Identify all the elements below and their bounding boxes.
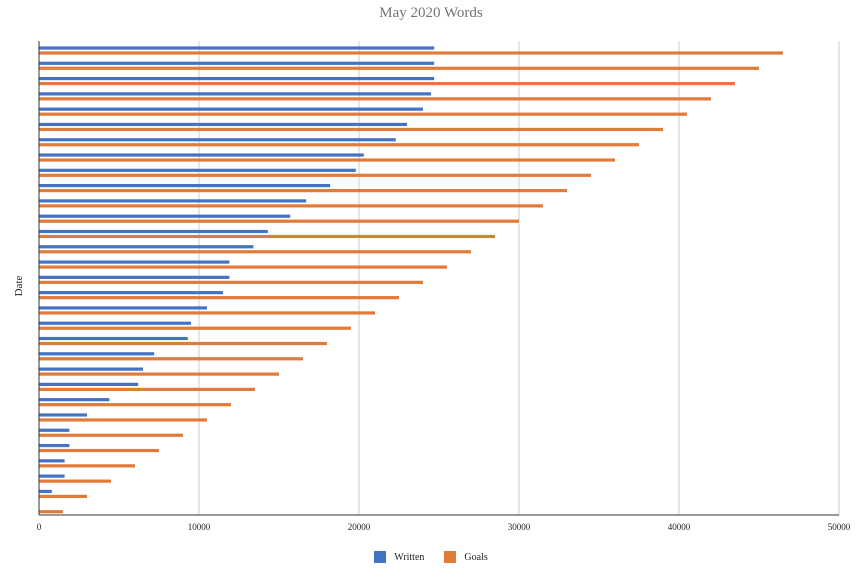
bar-written-8 [39, 168, 356, 172]
bar-goals-14 [39, 265, 447, 269]
bar-written-28 [39, 474, 65, 478]
bar-written-29 [39, 489, 52, 494]
bar-written-14 [39, 260, 230, 264]
bar-goals-1 [39, 66, 759, 70]
bar-written-27 [39, 459, 65, 463]
x-tick-label-20000: 20000 [348, 522, 371, 532]
x-tick-label-0: 0 [37, 522, 42, 532]
bar-written-19 [39, 336, 188, 341]
bar-written-17 [39, 306, 207, 310]
bar-written-12 [39, 229, 268, 234]
bar-goals-11 [39, 219, 519, 223]
x-tick-label-40000: 40000 [668, 522, 691, 532]
bar-goals-8 [39, 173, 591, 177]
legend: Written Goals [0, 551, 862, 563]
x-tick-label-30000: 30000 [508, 522, 531, 532]
legend-label-goals: Goals [464, 551, 488, 563]
bar-goals-21 [39, 372, 279, 376]
bar-goals-0 [39, 51, 783, 55]
legend-item-goals: Goals [444, 551, 488, 563]
bar-goals-2 [39, 81, 735, 86]
legend-label-written: Written [394, 551, 425, 563]
bar-written-20 [39, 352, 155, 356]
bar-goals-3 [39, 97, 711, 101]
legend-swatch-goals [444, 551, 457, 563]
bar-goals-27 [39, 464, 135, 468]
bar-written-2 [39, 76, 435, 81]
bar-goals-23 [39, 403, 231, 407]
bar-written-15 [39, 275, 230, 279]
bar-goals-20 [39, 357, 303, 361]
bar-written-16 [39, 291, 223, 295]
bar-written-3 [39, 92, 431, 96]
chart-title: May 2020 Words [379, 5, 483, 21]
bar-goals-15 [39, 280, 423, 284]
bar-written-13 [39, 245, 254, 249]
bar-written-26 [39, 443, 70, 448]
bar-goals-6 [39, 143, 639, 147]
bar-written-22 [39, 382, 139, 386]
bar-goals-16 [39, 296, 399, 300]
bar-goals-17 [39, 311, 375, 315]
bar-written-24 [39, 413, 87, 417]
bar-written-6 [39, 138, 396, 142]
bar-goals-30 [39, 510, 63, 514]
bar-goals-24 [39, 418, 207, 422]
bar-goals-5 [39, 127, 663, 132]
bar-written-4 [39, 107, 423, 111]
x-tick-label-50000: 50000 [828, 522, 851, 532]
bar-written-21 [39, 367, 143, 371]
bar-goals-26 [39, 448, 159, 453]
x-tick-label-10000: 10000 [188, 522, 211, 532]
bar-written-10 [39, 199, 307, 203]
bar-goals-19 [39, 341, 327, 346]
bar-goals-10 [39, 204, 543, 208]
bar-goals-18 [39, 326, 351, 330]
legend-item-written: Written [374, 551, 424, 563]
bar-goals-4 [39, 112, 687, 116]
bar-goals-22 [39, 387, 255, 391]
bar-goals-7 [39, 158, 615, 162]
bar-written-9 [39, 184, 331, 188]
bar-written-11 [39, 214, 291, 218]
bar-written-23 [39, 398, 110, 402]
legend-swatch-written [374, 551, 387, 563]
bar-written-18 [39, 321, 191, 325]
bar-written-7 [39, 153, 364, 157]
bar-goals-13 [39, 250, 471, 254]
bar-goals-28 [39, 479, 111, 483]
bar-goals-12 [39, 234, 495, 239]
bar-written-25 [39, 428, 70, 432]
bar-goals-9 [39, 189, 567, 193]
bar-goals-29 [39, 494, 87, 499]
bar-written-5 [39, 122, 407, 127]
bar-written-0 [39, 46, 435, 50]
bar-written-1 [39, 61, 435, 65]
bar-goals-25 [39, 433, 183, 437]
